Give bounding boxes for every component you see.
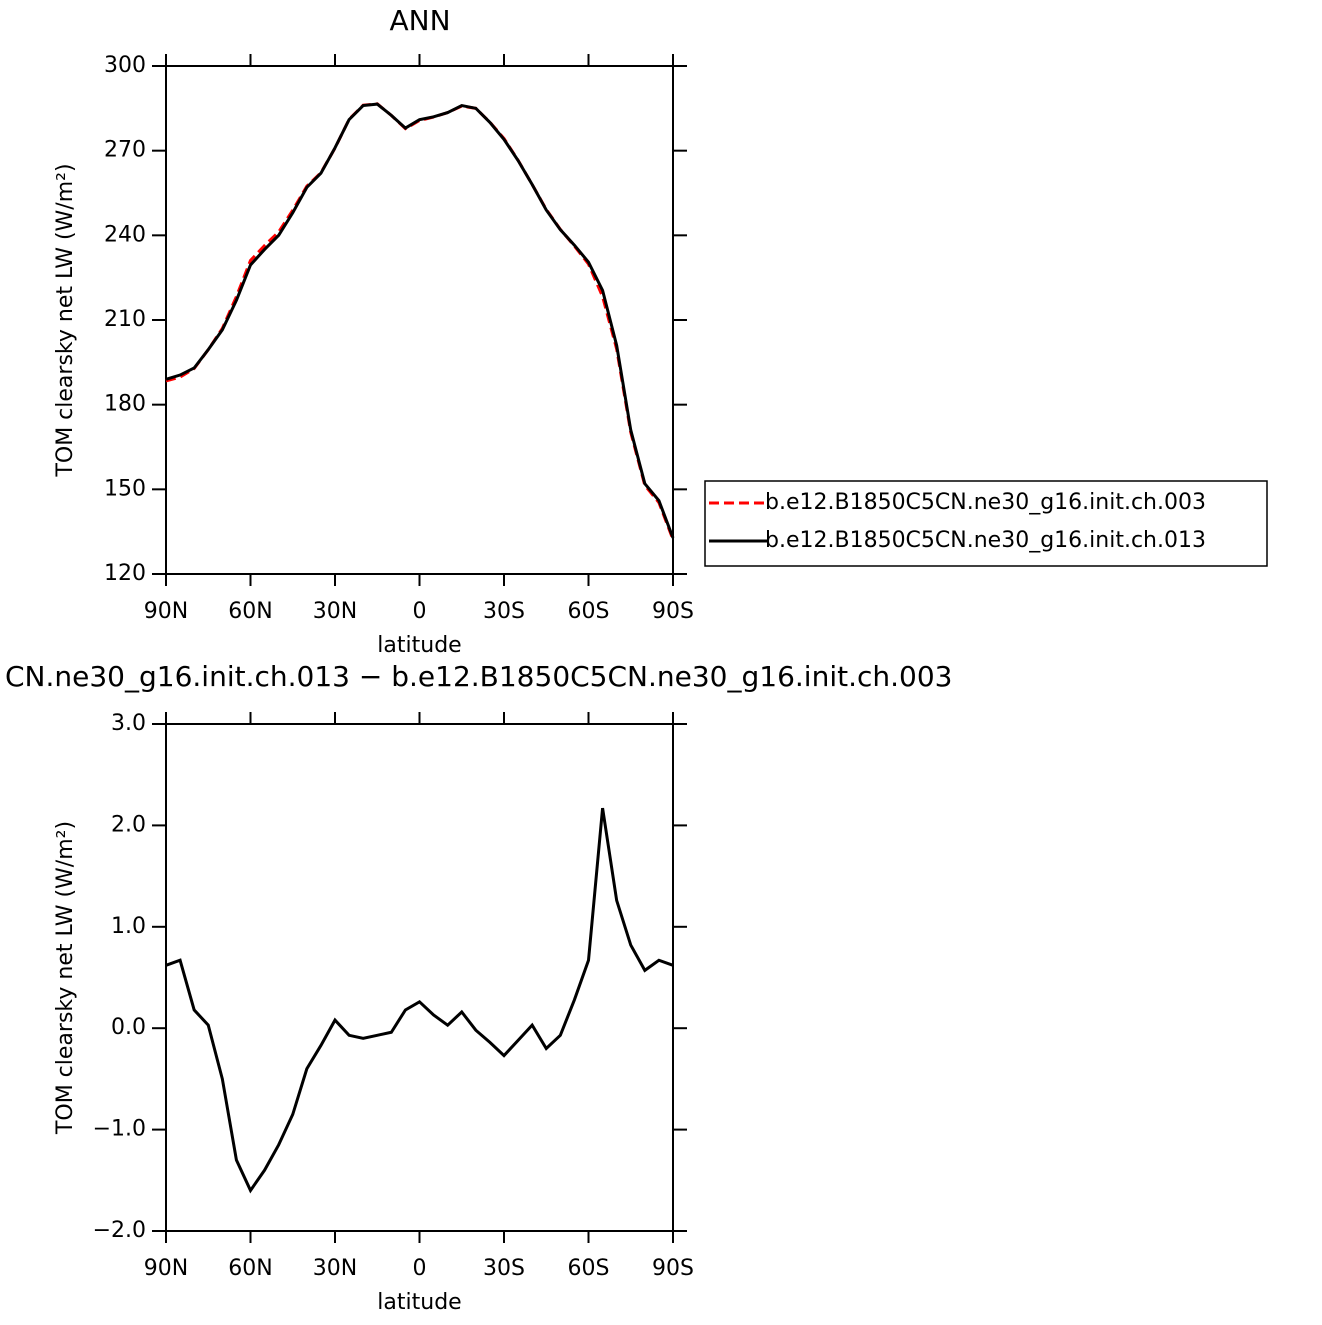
y-tick-label: 120 bbox=[104, 561, 146, 586]
y-tick-label: 180 bbox=[104, 392, 146, 417]
series-line bbox=[165, 102, 675, 539]
y-tick-label: 270 bbox=[104, 138, 146, 163]
x-tick-label: 60N bbox=[228, 1256, 272, 1281]
y-tick-label: 1.0 bbox=[111, 914, 146, 939]
x-tick-label: 60S bbox=[568, 599, 610, 624]
x-tick-label: 60S bbox=[568, 1256, 610, 1281]
x-tick-label: 30S bbox=[483, 599, 525, 624]
legend-label: b.e12.B1850C5CN.ne30_g16.init.ch.013 bbox=[765, 528, 1206, 553]
x-tick-label: 30S bbox=[483, 1256, 525, 1281]
chart-title: ANN bbox=[389, 4, 450, 37]
plot-frame bbox=[165, 65, 674, 575]
y-tick-label: 240 bbox=[104, 222, 146, 247]
x-axis-label: latitude bbox=[377, 633, 461, 658]
legend-box bbox=[704, 480, 1268, 567]
legend-label: b.e12.B1850C5CN.ne30_g16.init.ch.003 bbox=[765, 490, 1206, 515]
x-tick-label: 30N bbox=[313, 1256, 357, 1281]
chart-title: CN.ne30_g16.init.ch.013 − b.e12.B1850C5C… bbox=[5, 660, 952, 693]
y-axis-label: TOM clearsky net LW (W/m²) bbox=[53, 821, 78, 1135]
y-tick-label: 3.0 bbox=[111, 711, 146, 736]
x-tick-label: 90S bbox=[652, 1256, 694, 1281]
x-tick-label: 90N bbox=[144, 599, 188, 624]
series-line bbox=[165, 102, 675, 541]
x-tick-label: 90S bbox=[652, 599, 694, 624]
x-tick-label: 60N bbox=[228, 599, 272, 624]
y-tick-label: −2.0 bbox=[93, 1218, 146, 1243]
x-tick-label: 30N bbox=[313, 599, 357, 624]
x-axis-label: latitude bbox=[377, 1290, 461, 1315]
y-tick-label: 150 bbox=[104, 476, 146, 501]
series-line bbox=[165, 807, 674, 1194]
x-tick-label: 0 bbox=[413, 599, 427, 624]
x-tick-label: 0 bbox=[413, 1256, 427, 1281]
y-axis-label: TOM clearsky net LW (W/m²) bbox=[53, 163, 78, 477]
y-tick-label: −1.0 bbox=[93, 1117, 146, 1142]
y-tick-label: 210 bbox=[104, 307, 146, 332]
y-tick-label: 2.0 bbox=[111, 812, 146, 837]
x-tick-label: 90N bbox=[144, 1256, 188, 1281]
y-tick-label: 0.0 bbox=[111, 1015, 146, 1040]
plot-frame bbox=[165, 723, 674, 1232]
y-tick-label: 300 bbox=[104, 53, 146, 78]
